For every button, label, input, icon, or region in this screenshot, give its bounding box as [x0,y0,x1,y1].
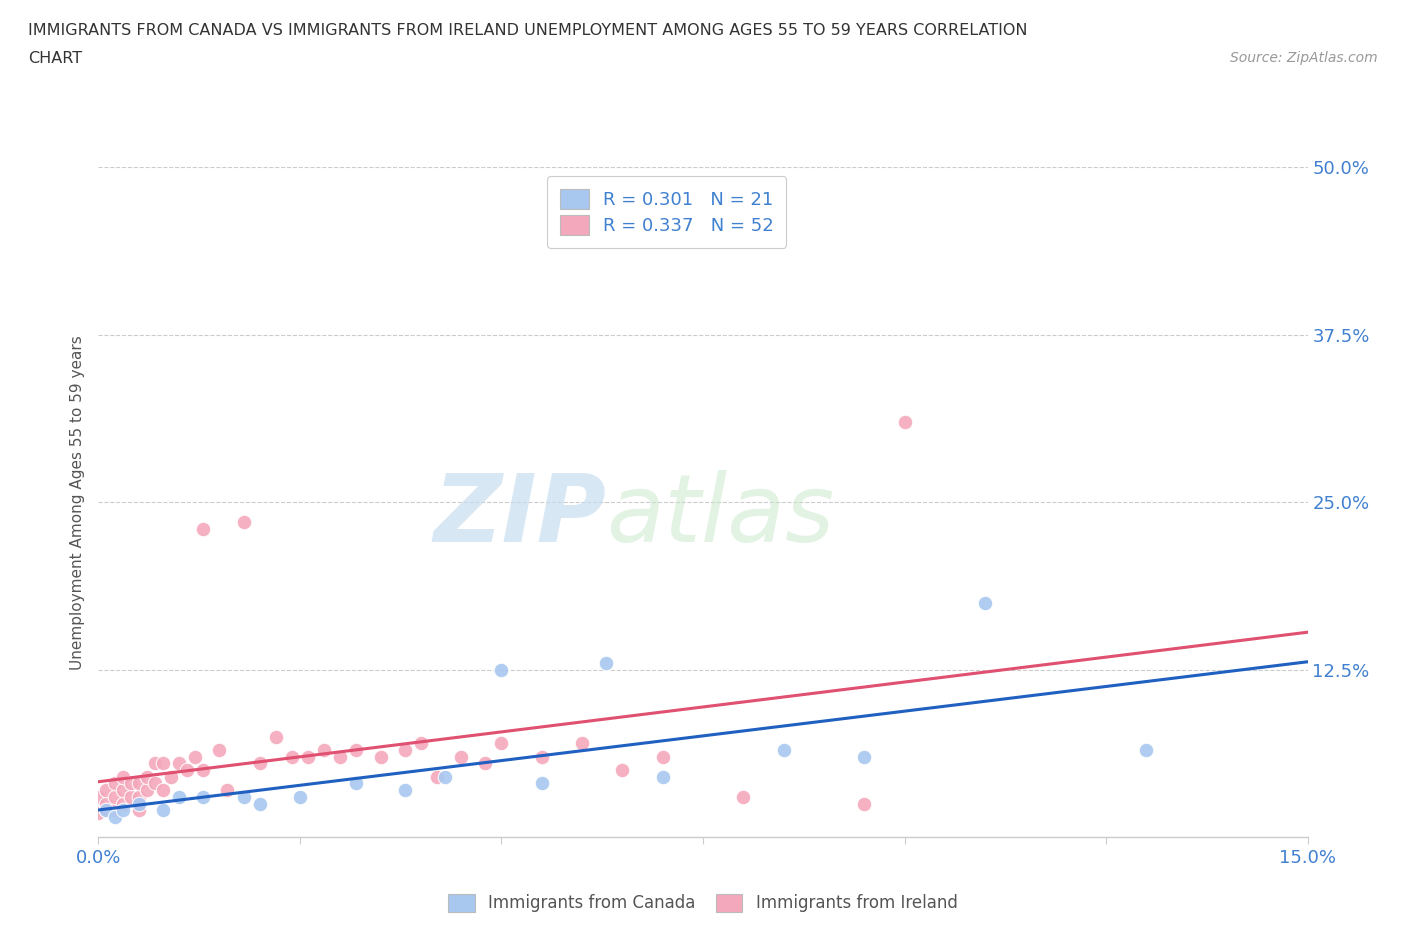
Point [167,790,190,804]
Point [491,736,513,751]
Point [96,783,118,798]
Point [103,809,125,824]
Point [103,803,125,817]
Point [434,769,457,784]
Point [111,783,134,798]
Point [232,790,254,804]
Point [893,415,915,430]
Point [297,750,319,764]
Point [409,736,432,751]
Point [370,750,392,764]
Text: IMMIGRANTS FROM CANADA VS IMMIGRANTS FROM IRELAND UNEMPLOYMENT AMONG AGES 55 TO : IMMIGRANTS FROM CANADA VS IMMIGRANTS FRO… [28,23,1028,38]
Point [651,750,673,764]
Text: atlas: atlas [606,470,835,561]
Point [143,776,166,790]
Point [249,756,271,771]
Point [184,750,207,764]
Point [111,796,134,811]
Point [651,769,673,784]
Text: CHART: CHART [28,51,82,66]
Point [193,790,215,804]
Point [772,742,794,757]
Point [217,783,239,798]
Point [344,776,367,790]
Point [167,756,190,771]
Point [974,595,997,610]
Point [152,756,174,771]
Point [152,803,174,817]
Point [87,790,110,804]
Point [128,776,150,790]
Point [530,776,553,790]
Point [96,803,118,817]
Point [152,783,174,798]
Point [111,769,134,784]
Point [853,796,876,811]
Point [329,750,352,764]
Point [96,803,118,817]
Point [394,742,416,757]
Point [128,803,150,817]
Point [853,750,876,764]
Point [143,756,166,771]
Point [193,522,215,537]
Legend: Immigrants from Canada, Immigrants from Ireland: Immigrants from Canada, Immigrants from … [439,884,967,923]
Point [733,790,755,804]
Point [208,742,231,757]
Point [96,796,118,811]
Text: Source: ZipAtlas.com: Source: ZipAtlas.com [1230,51,1378,65]
Point [450,750,472,764]
Point [120,790,142,804]
Point [232,515,254,530]
Point [530,750,553,764]
Point [281,750,304,764]
Point [344,742,367,757]
Point [120,776,142,790]
Point [394,783,416,798]
Text: ZIP: ZIP [433,470,606,562]
Point [193,763,215,777]
Point [1135,742,1157,757]
Point [87,805,110,820]
Point [264,729,287,744]
Point [595,656,617,671]
Point [491,662,513,677]
Point [103,776,125,790]
Point [612,763,634,777]
Point [571,736,593,751]
Y-axis label: Unemployment Among Ages 55 to 59 years: Unemployment Among Ages 55 to 59 years [70,335,86,670]
Point [249,796,271,811]
Point [103,790,125,804]
Point [128,796,150,811]
Point [135,769,157,784]
Point [288,790,311,804]
Point [176,763,198,777]
Point [426,769,449,784]
Point [135,783,157,798]
Point [474,756,496,771]
Point [111,803,134,817]
Point [160,769,183,784]
Point [128,790,150,804]
Point [314,742,336,757]
